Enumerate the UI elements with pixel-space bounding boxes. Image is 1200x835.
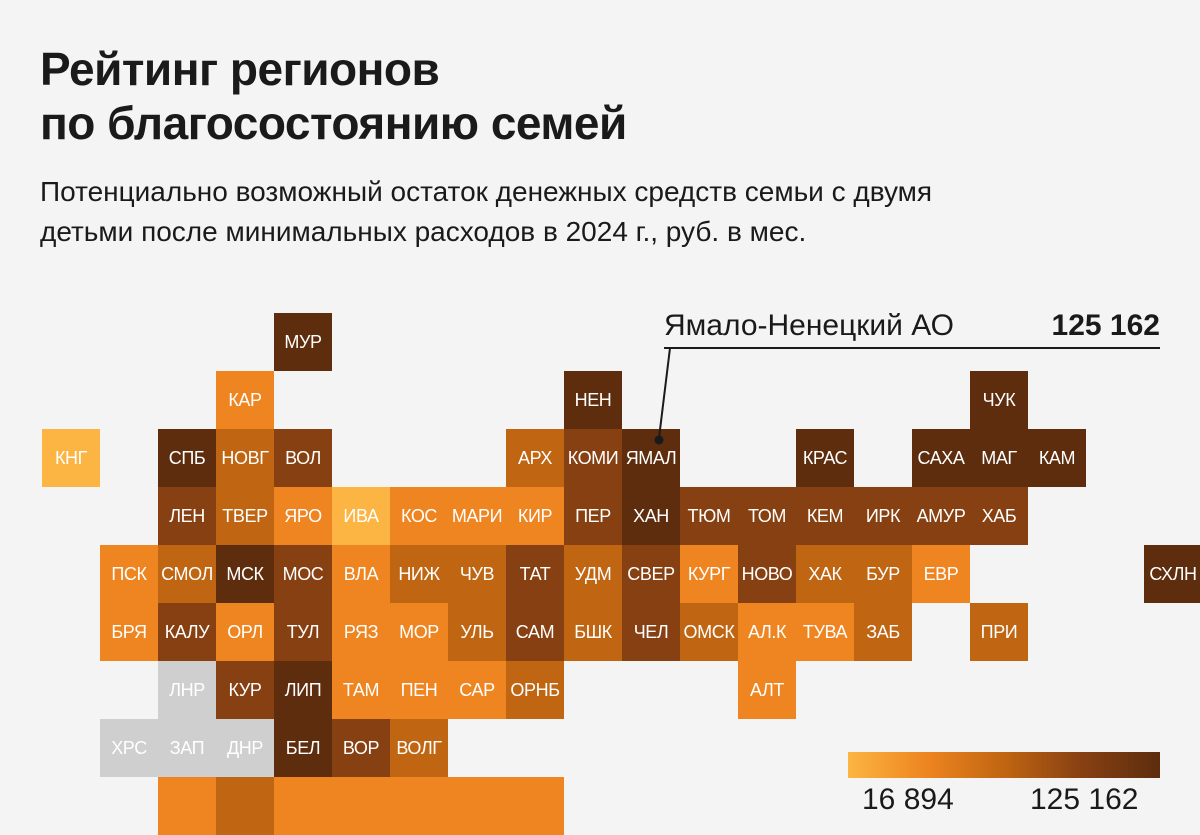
- region-tile: САР: [448, 661, 506, 719]
- region-tile: [506, 777, 564, 835]
- region-tile: БУР: [854, 545, 912, 603]
- region-tile: НЕН: [564, 371, 622, 429]
- region-tile: ЕВР: [912, 545, 970, 603]
- region-tile: КОС: [390, 487, 448, 545]
- region-tile: ВОЛ: [274, 429, 332, 487]
- region-tile: АРХ: [506, 429, 564, 487]
- region-tile: [274, 777, 332, 835]
- region-tile: НОВГ: [216, 429, 274, 487]
- region-tile: ТВЕР: [216, 487, 274, 545]
- region-tile: КЕМ: [796, 487, 854, 545]
- region-tile: КАР: [216, 371, 274, 429]
- region-tile: ЛЕН: [158, 487, 216, 545]
- region-tile: АЛТ: [738, 661, 796, 719]
- callout-value: 125 162: [1051, 309, 1160, 342]
- region-tile: НОВО: [738, 545, 796, 603]
- region-tile: ТЮМ: [680, 487, 738, 545]
- region-tile: КАЛУ: [158, 603, 216, 661]
- region-tile: ЛНР: [158, 661, 216, 719]
- subtitle-line-1: Потенциально возможный остаток денежных …: [40, 176, 933, 207]
- region-tile: СМОЛ: [158, 545, 216, 603]
- region-tile: ТАТ: [506, 545, 564, 603]
- title-line-1: Рейтинг регионов: [40, 43, 440, 95]
- region-tile: МАРИ: [448, 487, 506, 545]
- page-title: Рейтинг регионов по благосостоянию семей: [40, 42, 627, 150]
- region-tile: КОМИ: [564, 429, 622, 487]
- region-tile: КУР: [216, 661, 274, 719]
- region-tile: ПЕР: [564, 487, 622, 545]
- region-tile: [390, 777, 448, 835]
- region-tile: ЧУК: [970, 371, 1028, 429]
- region-tile: [448, 777, 506, 835]
- region-tile: КИР: [506, 487, 564, 545]
- region-tile: КАМ: [1028, 429, 1086, 487]
- region-tile: ИВА: [332, 487, 390, 545]
- callout-label: Ямало-Ненецкий АО 125 162: [664, 306, 1160, 346]
- region-tile: ВЛА: [332, 545, 390, 603]
- region-tile: ЧЕЛ: [622, 603, 680, 661]
- region-tile: ХАН: [622, 487, 680, 545]
- region-tile: БРЯ: [100, 603, 158, 661]
- region-tile: ТУВА: [796, 603, 854, 661]
- region-tile: ЗАП: [158, 719, 216, 777]
- title-line-2: по благосостоянию семей: [40, 97, 627, 149]
- region-tile: БШК: [564, 603, 622, 661]
- region-tile: ТОМ: [738, 487, 796, 545]
- region-tile: ПРИ: [970, 603, 1028, 661]
- region-tile: ЛИП: [274, 661, 332, 719]
- region-tile: БЕЛ: [274, 719, 332, 777]
- region-tile: ХАБ: [970, 487, 1028, 545]
- region-tile: СХЛН: [1144, 545, 1200, 603]
- region-tile: КРАС: [796, 429, 854, 487]
- region-tile: КНГ: [42, 429, 100, 487]
- region-tile: САМ: [506, 603, 564, 661]
- region-tile: ТУЛ: [274, 603, 332, 661]
- region-tile: САХА: [912, 429, 970, 487]
- region-tile: ВОР: [332, 719, 390, 777]
- region-tile: ЯРО: [274, 487, 332, 545]
- region-tile: НИЖ: [390, 545, 448, 603]
- region-tile: ЧУВ: [448, 545, 506, 603]
- region-tile: УДМ: [564, 545, 622, 603]
- region-tile: МСК: [216, 545, 274, 603]
- region-tile: МАГ: [970, 429, 1028, 487]
- legend-gradient-bar: [848, 752, 1160, 778]
- region-tile: АЛ.К: [738, 603, 796, 661]
- region-tile: СВЕР: [622, 545, 680, 603]
- subtitle-line-2: детьми после минимальных расходов в 2024…: [40, 216, 807, 247]
- region-tile: ЗАБ: [854, 603, 912, 661]
- callout-pointer: [658, 347, 671, 439]
- legend-min-value: 16 894: [862, 783, 954, 816]
- region-tile: ОМСК: [680, 603, 738, 661]
- region-tile: РЯЗ: [332, 603, 390, 661]
- region-tile: [332, 777, 390, 835]
- region-tile: ХАК: [796, 545, 854, 603]
- region-tile: МОС: [274, 545, 332, 603]
- region-tile: ЯМАЛ: [622, 429, 680, 487]
- page-subtitle: Потенциально возможный остаток денежных …: [40, 172, 1170, 252]
- region-tile: ПЕН: [390, 661, 448, 719]
- region-tile: ДНР: [216, 719, 274, 777]
- region-tile: ИРК: [854, 487, 912, 545]
- region-tile: МОР: [390, 603, 448, 661]
- region-tile-map: МУР КАР НЕН ЧУК КНГ СПБ НОВГ ВОЛ АРХ КОМИ ЯМАЛ КРАС…: [42, 313, 1200, 835]
- region-tile: ТАМ: [332, 661, 390, 719]
- region-tile: ВОЛГ: [390, 719, 448, 777]
- region-tile: МУР: [274, 313, 332, 371]
- region-tile: ПСК: [100, 545, 158, 603]
- region-tile: АМУР: [912, 487, 970, 545]
- region-tile: КУРГ: [680, 545, 738, 603]
- region-tile: ХРС: [100, 719, 158, 777]
- region-tile: ОРНБ: [506, 661, 564, 719]
- callout-region: Ямало-Ненецкий АО: [664, 309, 954, 342]
- region-tile: [158, 777, 216, 835]
- region-tile: ОРЛ: [216, 603, 274, 661]
- legend-max-value: 125 162: [1030, 783, 1139, 816]
- region-tile: [216, 777, 274, 835]
- region-tile: УЛЬ: [448, 603, 506, 661]
- region-tile: СПБ: [158, 429, 216, 487]
